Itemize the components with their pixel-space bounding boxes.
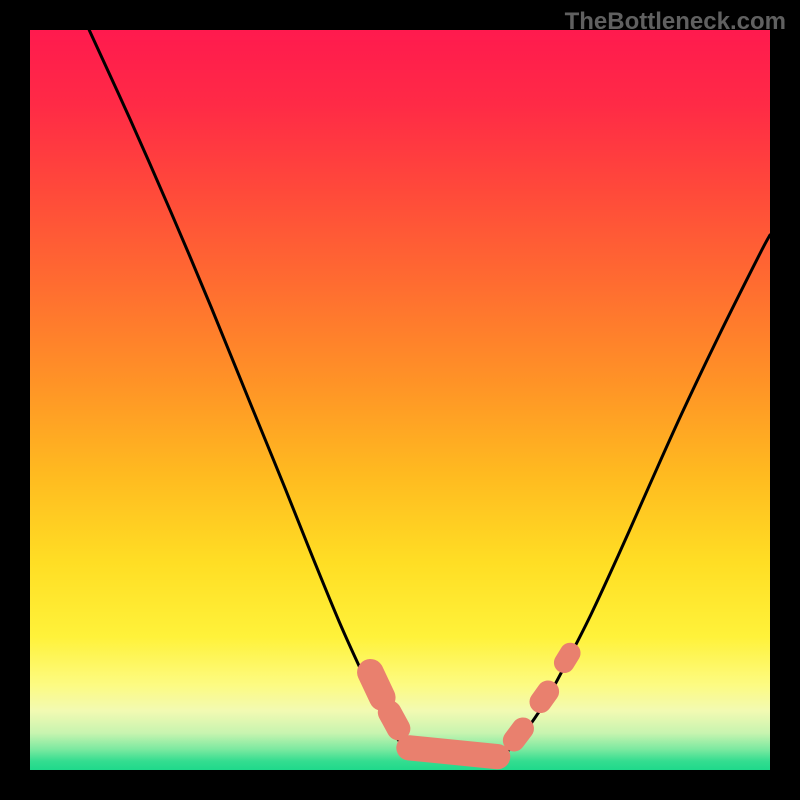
plot-area	[30, 30, 770, 770]
marker-capsule	[514, 729, 523, 741]
chart-svg	[30, 30, 770, 770]
watermark-text: TheBottleneck.com	[565, 8, 786, 36]
marker-capsule	[564, 653, 570, 663]
chart-stage: TheBottleneck.com	[0, 0, 800, 800]
marker-capsule	[409, 748, 498, 757]
marker-capsule	[370, 672, 382, 697]
marker-capsule	[541, 692, 548, 702]
marker-capsule	[390, 712, 399, 728]
